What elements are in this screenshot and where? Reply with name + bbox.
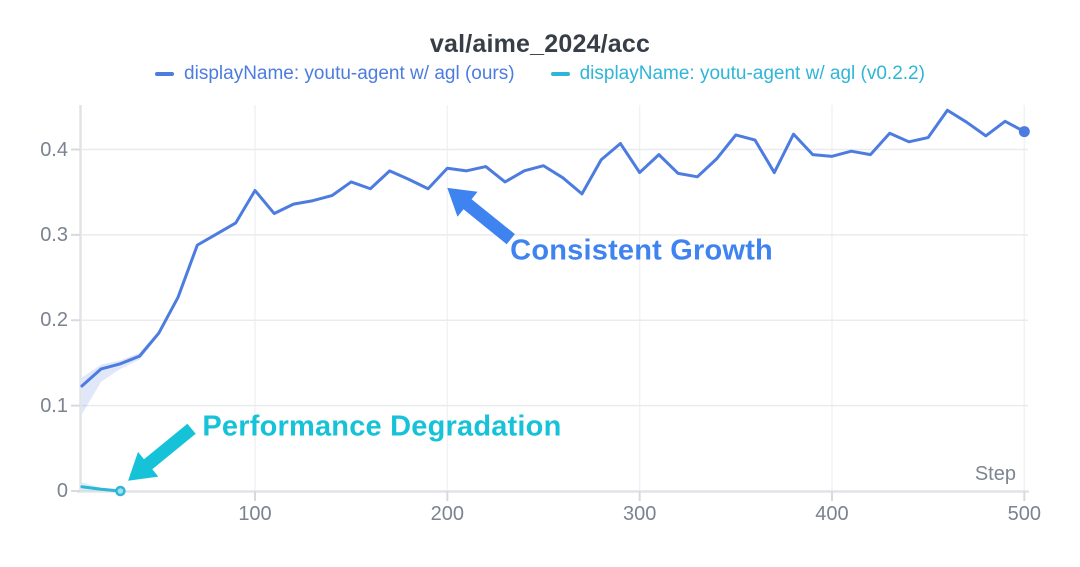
annotation-arrow-0 [447, 187, 515, 245]
legend-swatch-ours [155, 71, 175, 77]
legend-item-ours[interactable]: displayName: youtu-agent w/ agl (ours) [155, 63, 515, 85]
x-tick-label: 100 [238, 503, 272, 525]
legend: displayName: youtu-agent w/ agl (ours) d… [0, 63, 1080, 85]
x-tick-label: 300 [622, 503, 657, 525]
series-line-0 [80, 108, 1026, 388]
y-tick-label: 0.4 [40, 138, 68, 161]
legend-swatch-v022 [550, 71, 570, 77]
x-tick-label: 200 [430, 503, 465, 525]
y-tick-label: 0.3 [40, 223, 68, 246]
series-band-0 [81, 297, 179, 415]
series-end-dot-0 [1018, 126, 1030, 138]
annotation-arrow-1 [128, 423, 196, 481]
legend-label-v022: displayName: youtu-agent w/ agl (v0.2.2) [579, 63, 925, 84]
series-line-1 [80, 485, 122, 493]
legend-label-ours: displayName: youtu-agent w/ agl (ours) [184, 63, 515, 84]
step-axis-label: Step [974, 463, 1016, 485]
chart-title: val/aime_2024/acc [429, 30, 651, 58]
y-tick-label: 0.2 [40, 309, 68, 332]
series-end-dot-1 [115, 485, 126, 497]
annotation-consistent-growth: Consistent Growth [510, 234, 773, 267]
x-tick-label: 500 [1007, 503, 1041, 525]
annotation-performance-degradation: Performance Degradation [202, 410, 562, 443]
legend-item-v022[interactable]: displayName: youtu-agent w/ agl (v0.2.2) [550, 63, 925, 85]
y-tick-label: 0 [56, 480, 68, 502]
y-tick-label: 0.1 [40, 394, 68, 417]
x-tick-label: 400 [815, 503, 849, 525]
